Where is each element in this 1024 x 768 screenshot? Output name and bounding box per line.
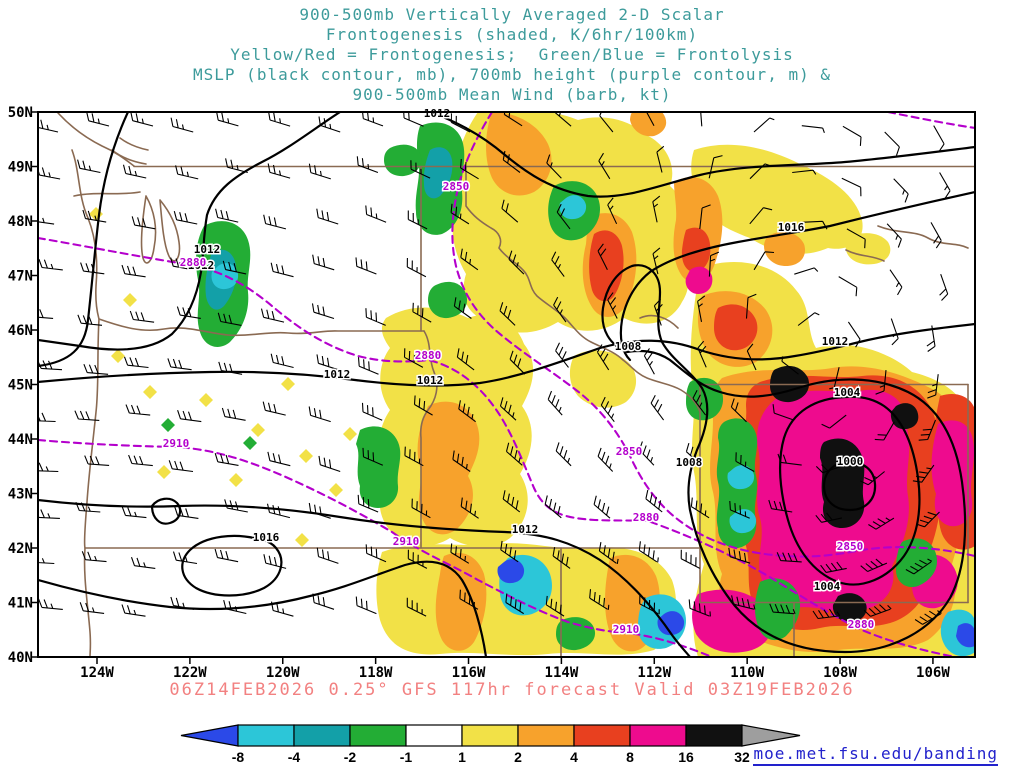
coastline bbox=[111, 137, 149, 165]
river bbox=[845, 225, 969, 262]
colorbar-segment bbox=[293, 724, 351, 747]
height-contour-label: 2850 bbox=[837, 540, 864, 553]
lat-axis-label: 46N bbox=[8, 323, 33, 339]
lon-axis-label: 114W bbox=[545, 665, 579, 681]
chart-title-block: 900-500mb Vertically Averaged 2-D Scalar… bbox=[0, 5, 1024, 105]
colorbar-tick-label: 4 bbox=[570, 749, 578, 765]
lon-axis-label: 110W bbox=[730, 665, 764, 681]
colorbar-segment bbox=[573, 724, 631, 747]
height-contour-label: 2910 bbox=[613, 623, 640, 636]
lat-axis-label: 43N bbox=[8, 487, 33, 503]
colorbar-legend: -8 -4 -2 -1 1 2 4 8 16 32 bbox=[180, 724, 801, 765]
mslp-contour-label: 1000 bbox=[837, 455, 864, 468]
mslp-contour-label: 1012 bbox=[417, 374, 444, 387]
colorbar-tick-label: 32 bbox=[734, 749, 750, 765]
lon-axis-label: 118W bbox=[359, 665, 393, 681]
mslp-contour-label: 1012 bbox=[194, 243, 221, 256]
coastline bbox=[57, 113, 135, 167]
site-link[interactable]: moe.met.fsu.edu/banding bbox=[753, 744, 998, 766]
colorbar-tick-label: 16 bbox=[678, 749, 694, 765]
colorbar-tick-label: -8 bbox=[232, 749, 245, 765]
forecast-validity-text: 06Z14FEB2026 0.25° GFS 117hr forecast Va… bbox=[169, 680, 855, 700]
mslp-contours bbox=[39, 113, 974, 656]
coastline bbox=[73, 191, 141, 197]
height-contour-label: 2880 bbox=[633, 511, 660, 524]
colorbar-segment bbox=[517, 724, 575, 747]
coastline bbox=[159, 199, 181, 262]
lat-axis-label: 50N bbox=[8, 105, 33, 121]
lon-axis-label: 108W bbox=[823, 665, 857, 681]
lat-axis-label: 44N bbox=[8, 432, 33, 448]
title-line-5: 900-500mb Mean Wind (barb, kt) bbox=[352, 85, 672, 104]
mslp-contour-label: 1012 bbox=[512, 523, 539, 536]
colorbar-tick-label: -4 bbox=[288, 749, 301, 765]
wind-barb-field bbox=[39, 113, 951, 625]
colorbar-tick-label: -2 bbox=[344, 749, 357, 765]
mslp-contour-label: 1008 bbox=[676, 456, 703, 469]
colorbar-segment bbox=[237, 724, 295, 747]
colorbar-segment bbox=[349, 724, 407, 747]
mslp-contour-label: 1004 bbox=[814, 580, 841, 593]
title-line-1: 900-500mb Vertically Averaged 2-D Scalar bbox=[299, 5, 725, 24]
height-contour-label: 2880 bbox=[180, 256, 207, 269]
colorbar-arrow-left bbox=[180, 724, 239, 747]
height-contour-label: 2850 bbox=[443, 180, 470, 193]
mslp-contour-label: 1008 bbox=[615, 340, 642, 353]
mslp-contour-label: 1016 bbox=[253, 531, 280, 544]
mslp-contour-label: 1012 bbox=[424, 107, 451, 120]
wind-barbs bbox=[39, 113, 951, 625]
700mb-height-contours bbox=[39, 113, 974, 656]
lat-axis-label: 47N bbox=[8, 269, 33, 285]
mslp-contour-label: 1016 bbox=[778, 221, 805, 234]
title-line-2: Frontogenesis (shaded, K/6hr/100km) bbox=[325, 25, 699, 44]
lon-axis-label: 120W bbox=[266, 665, 300, 681]
height-contour-label: 2880 bbox=[848, 618, 875, 631]
frontolysis-shading bbox=[161, 122, 974, 656]
state-borders bbox=[57, 113, 974, 656]
colorbar-tick-label: 8 bbox=[626, 749, 634, 765]
coastline bbox=[71, 149, 100, 656]
axis-labels: 50N 49N 48N 47N 46N 45N 44N 43N 42N 41N 40N 124W 122… bbox=[8, 105, 951, 681]
lat-axis-label: 45N bbox=[8, 378, 33, 394]
lon-axis-label: 116W bbox=[452, 665, 486, 681]
mslp-contour-label: 1012 bbox=[822, 335, 849, 348]
colorbar-segment bbox=[629, 724, 687, 747]
colorbar-tick-label: 1 bbox=[458, 749, 466, 765]
colorbar-tick-label: 2 bbox=[514, 749, 522, 765]
lat-axis-label: 48N bbox=[8, 214, 33, 230]
lon-axis-label: 112W bbox=[637, 665, 671, 681]
height-contour-label: 2910 bbox=[393, 535, 420, 548]
river bbox=[639, 314, 679, 329]
height-contour-label: 2850 bbox=[616, 445, 643, 458]
mslp-contour-label: 1004 bbox=[834, 386, 861, 399]
lat-axis-label: 42N bbox=[8, 541, 33, 557]
title-line-4: MSLP (black contour, mb), 700mb height (… bbox=[193, 65, 831, 84]
colorbar-segment bbox=[461, 724, 519, 747]
mslp-contour-label: 1012 bbox=[324, 368, 351, 381]
height-contour-label: 2880 bbox=[415, 349, 442, 362]
lon-axis-label: 124W bbox=[80, 665, 114, 681]
mslp-contour-label: 1012 bbox=[188, 259, 215, 272]
lon-axis-label: 106W bbox=[916, 665, 950, 681]
lat-axis-label: 40N bbox=[8, 650, 33, 666]
colorbar-segment bbox=[685, 724, 743, 747]
lon-axis-label: 122W bbox=[173, 665, 207, 681]
coastline bbox=[140, 195, 157, 264]
contour-labels: 1012 1012 1012 1012 1012 1012 1016 1016 1008 1008… bbox=[161, 106, 876, 638]
border-id-mt bbox=[465, 165, 701, 413]
frontogenesis-shading bbox=[89, 113, 974, 656]
border-or-id bbox=[419, 330, 438, 549]
title-line-3: Yellow/Red = Frontogenesis; Green/Blue =… bbox=[230, 45, 794, 64]
lat-axis-label: 49N bbox=[8, 160, 33, 176]
colorbar-tick-label: -1 bbox=[400, 749, 413, 765]
height-contour-label: 2910 bbox=[163, 437, 190, 450]
lat-axis-label: 41N bbox=[8, 596, 33, 612]
colorbar-segment bbox=[405, 724, 463, 747]
colorbar-arrow-right bbox=[741, 724, 801, 747]
